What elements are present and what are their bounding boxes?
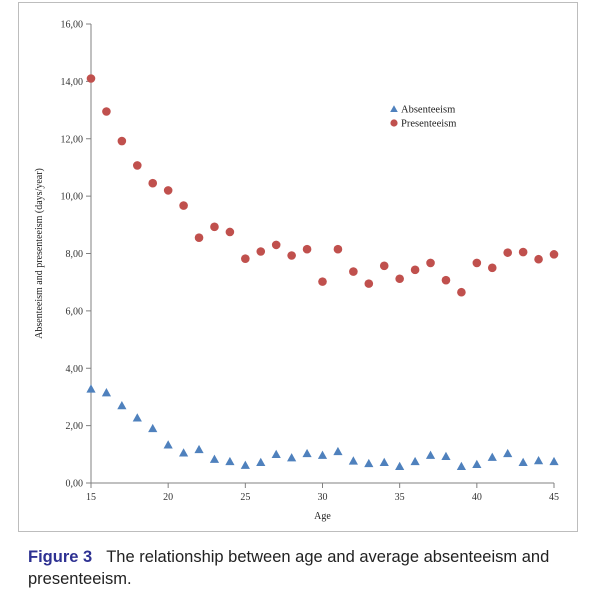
x-tick-label: 45 (549, 492, 559, 503)
absenteeism-point (117, 400, 127, 410)
presenteeism-point (503, 248, 512, 257)
presenteeism-point (210, 222, 219, 232)
x-tick-label: 30 (318, 492, 328, 503)
absenteeism-point (287, 453, 297, 462)
presenteeism-point (457, 287, 466, 297)
absenteeism-point (256, 457, 266, 467)
presenteeism-point (179, 201, 188, 210)
y-axis-title: Absenteeism and presenteeism (days/year) (34, 168, 45, 339)
absenteeism-point (148, 423, 158, 433)
absenteeism-point (271, 449, 281, 458)
absenteeism-point (503, 448, 513, 458)
absenteeism-point (518, 457, 528, 467)
presenteeism-point (534, 254, 543, 264)
caption-label: Figure 3 (28, 548, 93, 566)
legend-presenteeism-icon (390, 119, 398, 127)
absenteeism-point (472, 459, 482, 469)
presenteeism-point (225, 227, 235, 237)
presenteeism-point (102, 107, 111, 116)
absenteeism-point (240, 460, 250, 469)
presenteeism-point (148, 178, 158, 188)
presenteeism-point (364, 279, 374, 288)
caption-text: The relationship between age and average… (28, 548, 550, 588)
absenteeism-point (179, 448, 189, 457)
presenteeism-point (318, 277, 327, 286)
y-tick-label: 14,00 (61, 77, 84, 88)
presenteeism-point (163, 186, 173, 195)
legend-absenteeism-icon (390, 105, 398, 113)
presenteeism-point (395, 274, 404, 284)
y-tick-label: 16,00 (61, 20, 84, 31)
x-tick-label: 25 (240, 492, 250, 503)
presenteeism-point (333, 244, 343, 254)
absenteeism-point (487, 452, 497, 461)
x-tick-label: 20 (163, 492, 173, 503)
presenteeism-point (410, 265, 420, 275)
absenteeism-point (194, 444, 204, 454)
presenteeism-point (271, 240, 281, 250)
presenteeism-point (133, 161, 142, 170)
absenteeism-point (101, 388, 112, 397)
absenteeism-point (441, 451, 451, 461)
y-tick-label: 10,00 (61, 192, 84, 203)
absenteeism-point (317, 450, 328, 459)
presenteeism-point (518, 247, 528, 257)
presenteeism-point (256, 247, 266, 256)
absenteeism-point (395, 461, 405, 471)
y-tick-label: 2,00 (66, 421, 84, 432)
y-tick-label: 8,00 (66, 249, 84, 260)
y-tick-label: 0,00 (66, 479, 84, 490)
absenteeism-point (333, 446, 343, 456)
presenteeism-point (117, 136, 127, 146)
presenteeism-point (379, 261, 389, 271)
absenteeism-point (425, 450, 436, 459)
absenteeism-point (410, 456, 420, 466)
presenteeism-point (287, 251, 296, 260)
absenteeism-point (302, 448, 312, 458)
presenteeism-point (549, 250, 559, 259)
x-tick-label: 40 (472, 492, 482, 503)
presenteeism-point (302, 244, 312, 254)
x-axis-title: Age (314, 511, 331, 522)
y-tick-label: 6,00 (66, 306, 84, 317)
y-tick-label: 4,00 (66, 364, 84, 375)
absenteeism-point (209, 454, 220, 463)
legend-label: Absenteeism (401, 105, 455, 116)
absenteeism-point (348, 456, 358, 465)
chart-frame: 0,00 2,00 4,00 6,00 8,00 10,00 12,00 14,00 16,00… (18, 2, 578, 532)
presenteeism-point (441, 275, 451, 285)
absenteeism-point (225, 456, 235, 466)
figure-caption: Figure 3 The relationship between age and… (28, 546, 568, 590)
y-tick-label: 12,00 (61, 134, 84, 145)
presenteeism-point (241, 254, 250, 263)
presenteeism-point (487, 263, 497, 273)
presenteeism-point (194, 233, 204, 243)
absenteeism-point (379, 457, 389, 467)
x-tick-label: 35 (395, 492, 405, 503)
presenteeism-point (426, 258, 435, 268)
absenteeism-point (456, 461, 466, 471)
absenteeism-point (163, 440, 173, 449)
absenteeism-point (364, 458, 374, 468)
absenteeism-point (549, 456, 559, 466)
absenteeism-point (132, 413, 142, 422)
scatter-chart: 0,00 2,00 4,00 6,00 8,00 10,00 12,00 14,00 16,00… (34, 20, 559, 523)
absenteeism-point (86, 384, 96, 393)
x-tick-label: 15 (86, 492, 96, 503)
presenteeism-point (349, 267, 358, 276)
legend-label: Presenteeism (401, 119, 456, 130)
presenteeism-point (86, 74, 96, 83)
presenteeism-point (472, 258, 482, 268)
absenteeism-point (533, 456, 544, 465)
